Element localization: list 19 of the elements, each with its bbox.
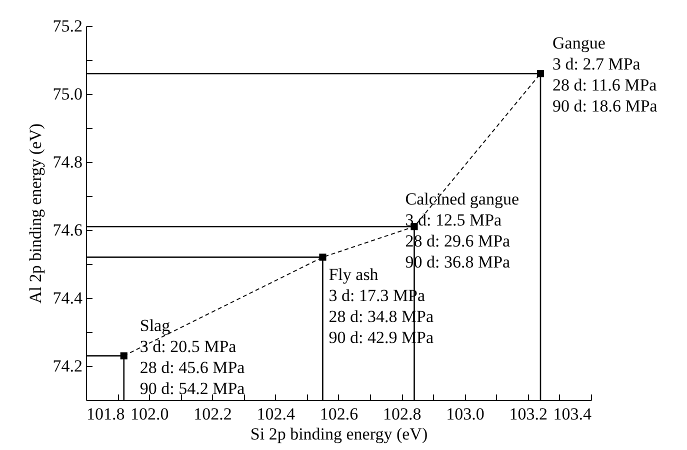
y-tick-label: 75.2 <box>52 16 82 36</box>
x-tick-label: 102.8 <box>383 404 422 424</box>
annotation: Slag 3 d: 20.5 MPa 28 d: 45.6 MPa 90 d: 54.2 MPa <box>140 316 246 398</box>
x-tick-label: 101.8 <box>86 404 125 424</box>
y-tick-label: 74.8 <box>52 152 82 172</box>
y-tick-label: 74.2 <box>52 356 82 376</box>
y-tick-label: 74.4 <box>52 288 83 308</box>
x-tick-label: 102.6 <box>320 404 358 424</box>
x-axis-title: Si 2p binding energy (eV) <box>250 424 428 444</box>
x-tick-label: 103.2 <box>509 404 548 424</box>
y-tick-label: 75.0 <box>52 84 82 104</box>
annotation: Gangue 3 d: 2.7 MPa 28 d: 11.6 MPa 90 d: 18.6 MPa <box>552 34 658 116</box>
x-tick-label: 102.4 <box>256 404 296 424</box>
y-axis-title: Al 2p binding energy (eV) <box>26 123 45 304</box>
x-tick-label: 103.4 <box>553 404 592 424</box>
x-tick-label: 102.2 <box>194 404 232 424</box>
x-tick-label: 103.0 <box>446 404 484 424</box>
text: 102.0 <box>130 404 169 424</box>
y-tick-label: 74.6 <box>52 220 82 240</box>
